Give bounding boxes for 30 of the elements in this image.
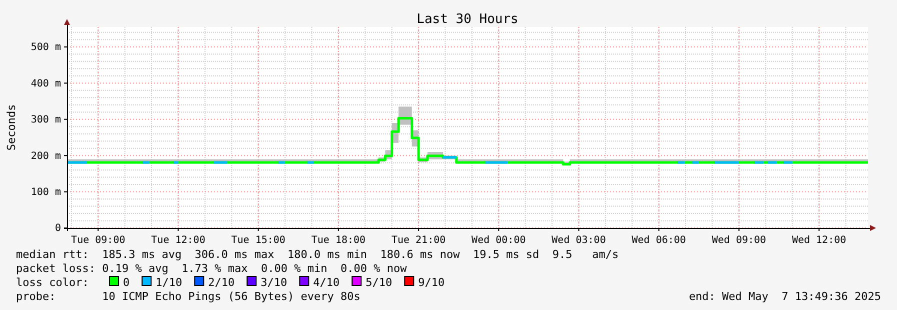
legend-label: 0 bbox=[123, 276, 130, 289]
x-tick-label: Tue 09:00 bbox=[71, 235, 126, 246]
y-tick-label: 0 bbox=[54, 223, 61, 234]
y-tick-label: 500 m bbox=[30, 42, 61, 54]
legend-label: 5/10 bbox=[366, 276, 392, 289]
x-tick-label: Wed 00:00 bbox=[472, 235, 526, 246]
text: median rtt: 185.3 ms avg 306.0 ms max 180.0 ms min 180.6 ms now 19.5 ms sd 9.5 am/s bbox=[16, 248, 619, 261]
x-tick-label: Wed 09:00 bbox=[712, 235, 766, 246]
y-tick-label: 200 m bbox=[30, 150, 61, 162]
text: probe: 10 ICMP Echo Pings (56 Bytes) every 80s bbox=[16, 290, 360, 303]
chart-title: Last 30 Hours bbox=[416, 12, 518, 27]
legend-label: 2/10 bbox=[208, 276, 235, 289]
text: packet loss: 0.19 % avg 1.73 % max 0.00 % min 0.00 % now bbox=[16, 262, 408, 275]
legend-title: loss color: bbox=[16, 276, 89, 289]
y-tick-label: 300 m bbox=[30, 114, 61, 126]
y-tick-label: 400 m bbox=[30, 78, 61, 90]
x-tick-label: Tue 12:00 bbox=[151, 235, 206, 246]
legend-label: 4/10 bbox=[313, 276, 340, 289]
text: end: Wed May 7 13:49:36 2025 bbox=[688, 290, 881, 303]
y-axis-title: Seconds bbox=[5, 104, 18, 151]
x-tick-label: Wed 12:00 bbox=[792, 235, 846, 246]
x-tick-label: Wed 03:00 bbox=[552, 235, 606, 246]
x-tick-label: Tue 15:00 bbox=[231, 235, 286, 246]
legend-label: 9/10 bbox=[418, 276, 445, 289]
legend-label: 1/10 bbox=[156, 276, 182, 289]
y-tick-label: 100 m bbox=[30, 186, 61, 198]
x-tick-label: Tue 18:00 bbox=[311, 235, 366, 246]
legend-label: 3/10 bbox=[260, 276, 288, 289]
x-tick-label: Tue 21:00 bbox=[391, 235, 446, 246]
x-tick-label: Wed 06:00 bbox=[632, 235, 686, 246]
